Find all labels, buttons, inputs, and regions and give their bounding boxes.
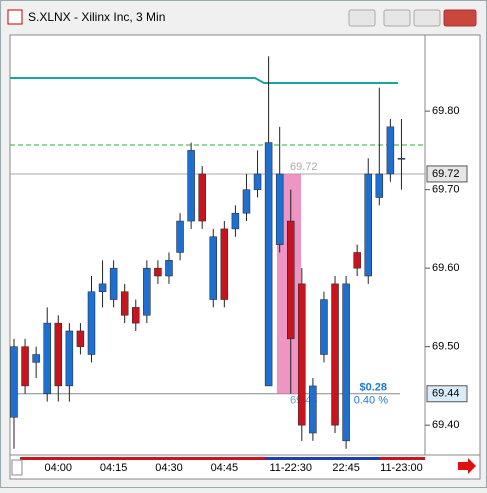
candle-body — [331, 283, 339, 426]
candle-body — [43, 322, 51, 395]
candle-body — [209, 236, 218, 300]
link-button[interactable] — [348, 9, 376, 27]
y-tick-label: 69.60 — [432, 262, 460, 274]
candle-body — [109, 267, 118, 300]
candle-body — [287, 220, 295, 340]
candle-body — [275, 173, 284, 245]
y-tick-label: 69.80 — [432, 105, 460, 117]
price-marker-label: 69.44 — [432, 388, 460, 400]
app-icon — [7, 9, 23, 25]
candle-body — [165, 260, 173, 277]
price-axis — [424, 34, 481, 456]
measure-label: $0.28 — [359, 382, 387, 394]
candle-body — [386, 126, 395, 175]
x-tick-label: 04:30 — [155, 462, 183, 474]
candle-body — [375, 173, 384, 198]
candle-body — [198, 173, 206, 222]
x-tick-label: 04:45 — [211, 462, 239, 474]
x-tick-label: 11-22:30 — [269, 462, 312, 474]
price-marker-label: 69.72 — [432, 168, 460, 180]
price-marker — [426, 385, 468, 403]
candle-body — [320, 299, 328, 355]
chart-title: S.XLNX - Xilinx Inc, 3 Min — [28, 10, 165, 24]
x-tick-label: 22:45 — [332, 462, 360, 474]
reference-line — [10, 77, 398, 84]
candle-body — [342, 283, 350, 442]
price-marker — [426, 165, 468, 183]
close-button[interactable] — [443, 9, 477, 27]
candle-body — [298, 283, 306, 426]
candle-body — [242, 189, 251, 214]
scroll-arrow[interactable] — [458, 458, 476, 474]
candle-body — [154, 267, 162, 277]
candle-body — [364, 173, 372, 277]
candle-body — [76, 330, 85, 347]
x-tick-label: 04:00 — [45, 462, 73, 474]
candle-body — [143, 267, 151, 316]
candle-body — [132, 307, 140, 324]
y-tick-label: 69.50 — [432, 341, 460, 353]
candle-body — [32, 354, 40, 363]
candle-body — [10, 346, 18, 418]
candle-body — [98, 283, 107, 292]
candle-body — [231, 212, 240, 230]
x-tick-label: 11-23:00 — [380, 462, 423, 474]
candle-body — [176, 220, 184, 253]
candle-body — [353, 252, 361, 269]
plot-area — [9, 34, 426, 456]
candle-body — [397, 158, 406, 160]
candle-body — [54, 322, 63, 387]
scroll-box[interactable] — [11, 459, 23, 476]
maximize-button[interactable] — [413, 9, 441, 27]
candle-body — [65, 330, 74, 387]
measure-label: 69.72 — [290, 161, 318, 173]
candle-body — [21, 346, 29, 387]
candle-body — [87, 291, 96, 355]
candle-body — [253, 173, 262, 190]
candle-body — [187, 150, 195, 222]
x-tick-label: 04:15 — [100, 462, 128, 474]
y-tick-label: 69.70 — [432, 184, 460, 196]
candle-body — [120, 291, 129, 316]
y-tick-label: 69.40 — [432, 419, 460, 431]
candle-body — [309, 385, 317, 434]
minimize-button[interactable] — [383, 9, 411, 27]
candle-body — [264, 142, 273, 387]
session-bar — [265, 457, 380, 460]
measure-label: 0.40 % — [354, 395, 388, 407]
session-bar — [20, 457, 265, 460]
candle-body — [220, 228, 229, 300]
session-bar — [380, 457, 425, 460]
